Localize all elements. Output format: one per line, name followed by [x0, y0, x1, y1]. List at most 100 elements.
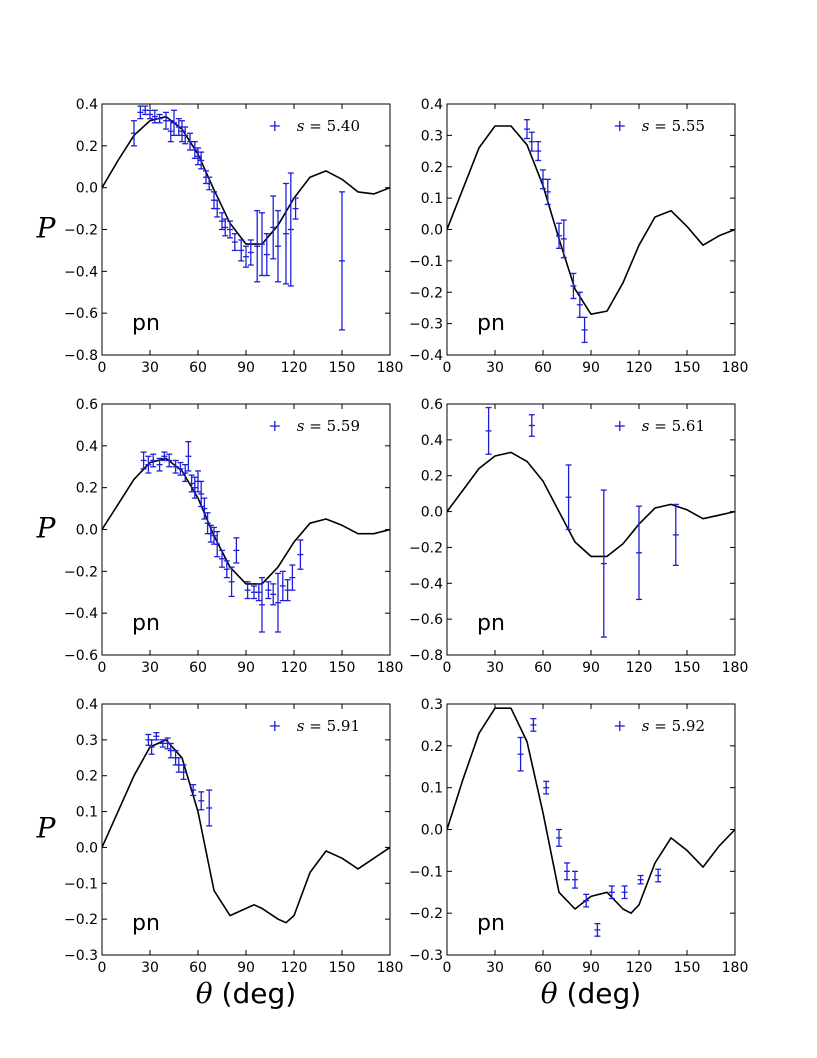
x-tick-label: 30	[486, 360, 504, 376]
x-tick-label: 60	[189, 660, 207, 676]
y-tick-label: −0.3	[409, 317, 443, 333]
data-point	[222, 218, 229, 237]
data-point	[287, 172, 294, 287]
legend: s = 5.59	[269, 417, 360, 435]
data-point	[191, 140, 198, 160]
data-point	[206, 176, 213, 191]
data-point	[543, 780, 550, 795]
data-point	[214, 199, 221, 218]
y-tick-label: −0.4	[64, 264, 98, 280]
x-tick-label: 120	[626, 660, 653, 676]
x-tick-label: 180	[722, 360, 749, 376]
x-tick-label: 30	[486, 660, 504, 676]
y-tick-label: −0.8	[409, 648, 443, 664]
x-tick-label: 0	[443, 660, 452, 676]
data-point	[204, 512, 211, 535]
y-tick-label: −0.2	[64, 564, 98, 580]
data-point	[190, 784, 197, 797]
y-tick-label: 0.1	[421, 191, 443, 207]
data-point	[297, 539, 304, 570]
y-tick-label: −0.6	[64, 306, 98, 322]
data-point	[255, 583, 262, 602]
chart-panel-1: 0 30 60 90 120 150 180 −0.8 −0.6 −0.4 −0.2 0.0 0.2 0.…	[64, 97, 403, 376]
data-point	[167, 120, 174, 143]
data-point	[148, 739, 155, 755]
data-point	[214, 530, 221, 558]
data-point	[279, 570, 286, 602]
x-tick-label: 90	[237, 360, 255, 376]
x-tick-label: 90	[582, 660, 600, 676]
data-point	[227, 220, 233, 239]
x-tick-label: 90	[582, 360, 600, 376]
y-tick-label: −0.1	[409, 864, 443, 880]
x-tick-label: 180	[722, 660, 749, 676]
y-tick-label: 0.2	[76, 481, 98, 497]
data-point	[270, 195, 277, 260]
data-point	[259, 576, 265, 633]
data-point	[292, 197, 299, 220]
x-tick-label: 120	[281, 360, 308, 376]
y-tick-label: −0.2	[64, 912, 98, 928]
data-point	[263, 233, 270, 277]
legend-equals: =	[305, 417, 327, 435]
legend: s = 5.91	[269, 717, 360, 735]
data-point	[198, 791, 205, 811]
y-tick-label: −0.4	[409, 348, 443, 364]
y-tick-label: −0.8	[64, 348, 98, 364]
data-point	[140, 451, 147, 470]
x-tick-label: 0	[98, 960, 107, 976]
panel-label: pn	[132, 911, 160, 936]
data-point	[195, 147, 201, 166]
y-tick-label: 0.4	[76, 697, 98, 713]
legend-symbol: s	[642, 417, 650, 435]
x-axis-symbol: θ	[196, 977, 213, 1010]
legend-label: s = 5.61	[642, 417, 705, 435]
x-tick-label: 180	[377, 660, 404, 676]
data-point	[151, 109, 158, 124]
y-tick-label: −0.2	[409, 540, 443, 556]
x-tick-label: 150	[674, 960, 701, 976]
y-axis-label-row2: P	[36, 512, 57, 545]
data-point	[244, 581, 251, 600]
legend-equals: =	[650, 417, 672, 435]
y-tick-label: 0.4	[421, 97, 443, 113]
data-point	[275, 572, 281, 633]
y-tick-label: 0.0	[421, 823, 443, 839]
chart-panel-2: 0 30 60 90 120 150 180 −0.4 −0.3 −0.2 −0.1 0.0 0.1 0.…	[409, 97, 748, 376]
data-point	[153, 732, 160, 741]
chart-panel-4: 0 30 60 90 120 150 180 −0.8 −0.6 −0.4 −0.2 0.0 0.2 0.…	[409, 397, 748, 676]
data-point	[608, 885, 615, 900]
data-point	[163, 111, 169, 130]
legend-equals: =	[650, 717, 672, 735]
y-tick-label: 0.2	[76, 139, 98, 155]
legend-label: s = 5.91	[297, 717, 360, 735]
data-point	[581, 316, 588, 344]
legend-symbol: s	[297, 417, 305, 435]
data-point	[275, 210, 281, 283]
y-tick-label: 0.0	[76, 181, 98, 197]
data-point	[243, 245, 249, 268]
legend-value: 5.92	[672, 717, 705, 735]
x-tick-label: 0	[443, 360, 452, 376]
data-point	[270, 583, 277, 606]
x-tick-label: 120	[281, 660, 308, 676]
panel-label: pn	[477, 611, 505, 636]
model-curve	[447, 451, 735, 558]
y-tick-label: 0.6	[421, 397, 443, 413]
data-point	[207, 524, 214, 543]
x-tick-label: 30	[141, 660, 159, 676]
y-tick-label: −0.3	[64, 948, 98, 964]
data-point	[535, 140, 542, 162]
data-point	[621, 885, 628, 900]
data-point	[247, 239, 254, 266]
data-point	[556, 222, 562, 249]
legend: s = 5.55	[614, 117, 705, 135]
x-tick-label: 120	[281, 960, 308, 976]
y-tick-label: 0.3	[421, 697, 443, 713]
x-axis-label-left: θ (deg)	[196, 977, 296, 1010]
y-tick-label: 0.0	[421, 223, 443, 239]
data-point	[201, 497, 208, 520]
data-point	[219, 212, 225, 231]
y-tick-label: 0.6	[76, 397, 98, 413]
data-point	[672, 503, 679, 567]
